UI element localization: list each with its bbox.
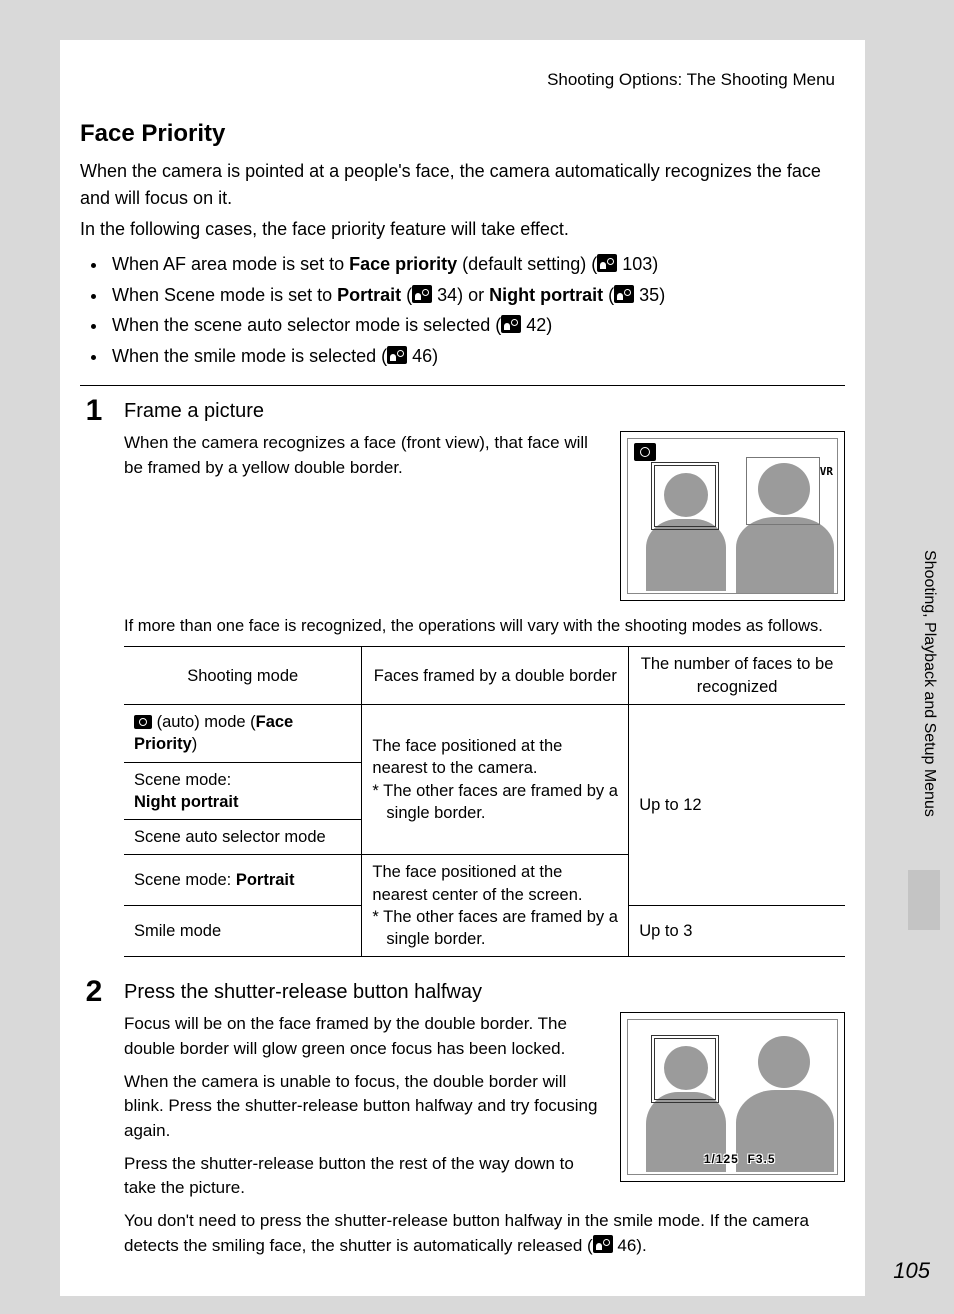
- table-cell: Up to 12: [629, 705, 845, 906]
- bullet-1: When AF area mode is set to Face priorit…: [108, 249, 845, 280]
- section-title: Face Priority: [80, 120, 845, 148]
- focus-frame-double: [654, 1038, 716, 1100]
- step-text: When the camera recognizes a face (front…: [124, 431, 608, 488]
- table-cell: (auto) mode (Face Priority): [124, 705, 362, 763]
- bullet-4: When the smile mode is selected ( 46): [108, 341, 845, 372]
- person-head: [758, 1036, 810, 1088]
- page: Shooting Options: The Shooting Menu Face…: [0, 0, 954, 1314]
- intro-paragraph-2: In the following cases, the face priorit…: [80, 216, 845, 243]
- table-cell: Up to 3: [629, 906, 845, 957]
- lcd-preview-1: VR 10M [ 18: [620, 431, 845, 601]
- table-cell: The face positioned at the nearest cente…: [362, 855, 629, 957]
- table-cell: Smile mode: [124, 906, 362, 957]
- table-cell: Scene mode:Night portrait: [124, 762, 362, 820]
- content-area: Shooting Options: The Shooting Menu Face…: [60, 40, 865, 1296]
- lcd-preview-2: 1/125 F3.5: [620, 1012, 845, 1182]
- bullet-3: When the scene auto selector mode is sel…: [108, 310, 845, 341]
- focus-frame-double: [654, 465, 716, 527]
- modes-table: Shooting mode Faces framed by a double b…: [124, 646, 845, 957]
- step-number: 2: [80, 977, 108, 1266]
- side-tab: [908, 870, 940, 930]
- camera-icon: [634, 443, 656, 461]
- note-text: If more than one face is recognized, the…: [124, 615, 845, 638]
- page-ref-icon: [412, 285, 432, 303]
- page-ref-icon: [501, 315, 521, 333]
- table-cell: Scene auto selector mode: [124, 820, 362, 855]
- person-body: [736, 517, 834, 593]
- step-body: Frame a picture When the camera recogniz…: [124, 396, 845, 957]
- intro-paragraph-1: When the camera is pointed at a people's…: [80, 158, 845, 212]
- camera-icon: [134, 715, 152, 729]
- page-ref-icon: [614, 285, 634, 303]
- page-header: Shooting Options: The Shooting Menu: [80, 70, 845, 90]
- side-section-label: Shooting, Playback and Setup Menus: [920, 550, 938, 817]
- focus-frame-single: [746, 457, 820, 525]
- page-ref-icon: [387, 346, 407, 364]
- step-title: Press the shutter-release button halfway: [124, 981, 845, 1004]
- step-title: Frame a picture: [124, 400, 845, 423]
- bullet-2: When Scene mode is set to Portrait ( 34)…: [108, 280, 845, 311]
- exposure-info: 1/125 F3.5: [704, 1152, 776, 1166]
- vr-icon: VR: [820, 465, 833, 478]
- page-ref-icon: [593, 1235, 613, 1253]
- page-number: 105: [893, 1258, 930, 1284]
- page-ref-icon: [597, 254, 617, 272]
- divider: [80, 385, 845, 386]
- table-header: The number of faces to be recognized: [629, 647, 845, 705]
- step-number: 1: [80, 396, 108, 957]
- step-text: Focus will be on the face framed by the …: [124, 1012, 608, 1208]
- step-text-full: You don't need to press the shutter-rele…: [124, 1209, 845, 1258]
- step-1: 1 Frame a picture When the camera recogn…: [80, 396, 845, 957]
- table-cell: The face positioned at the nearest to th…: [362, 705, 629, 855]
- step-2: 2 Press the shutter-release button halfw…: [80, 977, 845, 1266]
- table-header: Faces framed by a double border: [362, 647, 629, 705]
- table-cell: Scene mode: Portrait: [124, 855, 362, 906]
- bullet-list: When AF area mode is set to Face priorit…: [80, 249, 845, 371]
- table-header: Shooting mode: [124, 647, 362, 705]
- step-body: Press the shutter-release button halfway…: [124, 977, 845, 1266]
